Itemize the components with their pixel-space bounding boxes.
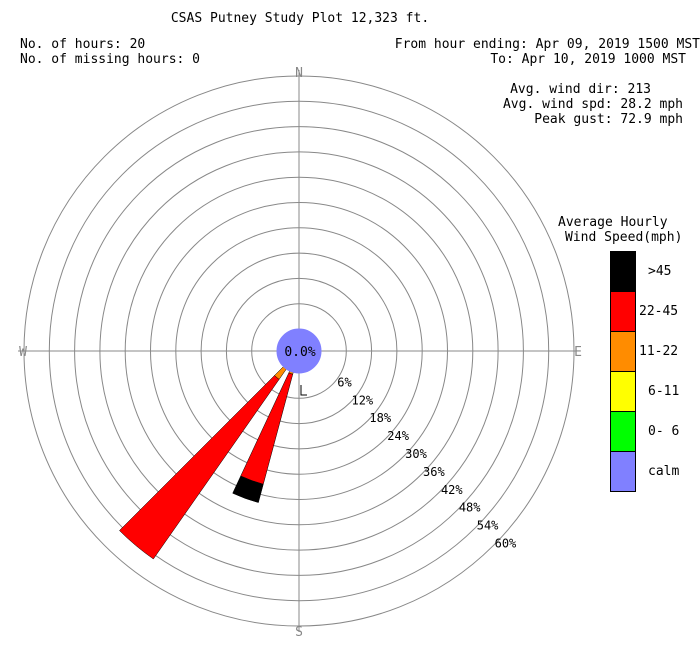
- ring-label-30: 30%: [405, 447, 427, 461]
- ring-30: [150, 202, 448, 500]
- ring-48: [74, 126, 524, 576]
- legend-title-line2: Wind Speed(mph): [565, 230, 683, 245]
- legend-label-4: 6-11: [648, 384, 680, 399]
- legend-label-1: >45: [648, 264, 672, 279]
- ring-12: [225, 277, 373, 425]
- legend-swatch-5: [610, 411, 636, 452]
- legend-swatch-6: [610, 451, 636, 492]
- compass-N: N: [295, 66, 303, 81]
- legend-title-line1: Average Hourly: [558, 215, 668, 230]
- avg-wind-speed: Avg. wind spd: 28.2 mph: [502, 97, 683, 112]
- ring-label-12: 12%: [351, 393, 373, 407]
- compass-W: W: [19, 345, 27, 360]
- ring-6: [251, 303, 347, 399]
- ring-18: [200, 252, 398, 450]
- ring-60: [23, 75, 575, 627]
- ring-label-54: 54%: [477, 519, 499, 533]
- ring-label-42: 42%: [441, 483, 463, 497]
- hours-count: No. of hours: 20: [20, 37, 146, 52]
- ring-36: [124, 176, 474, 526]
- ring-label-24: 24%: [387, 429, 409, 443]
- legend-label-2: 22-45: [639, 304, 679, 319]
- sector-200-45: [232, 475, 264, 503]
- ring-54: [48, 100, 550, 602]
- avg-direction-marker: [300, 385, 307, 396]
- calm-percent-label: 0.0%: [284, 345, 315, 360]
- ring-24: [175, 227, 423, 475]
- avg-wind-dir: Avg. wind dir: 213: [510, 82, 651, 97]
- ring-label-36: 36%: [423, 465, 445, 479]
- legend-label-6: calm: [648, 464, 680, 479]
- ring-label-6: 6%: [337, 375, 352, 389]
- ring-label-60: 60%: [495, 536, 517, 550]
- ring-42: [99, 151, 499, 551]
- peak-gust: Peak gust: 72.9 mph: [534, 112, 683, 127]
- ring-label-18: 18%: [369, 411, 391, 425]
- compass-E: E: [574, 345, 582, 360]
- legend-swatch-3: [610, 331, 636, 372]
- missing-hours: No. of missing hours: 0: [20, 52, 201, 67]
- legend-swatch-1: [610, 251, 636, 292]
- from-hour: From hour ending: Apr 09, 2019 1500 MST: [394, 37, 700, 52]
- legend-swatch-4: [610, 371, 636, 412]
- to-hour: To: Apr 10, 2019 1000 MST: [490, 52, 686, 67]
- legend-swatch-2: [610, 291, 636, 332]
- sector-220-2245: [119, 375, 280, 560]
- compass-S: S: [295, 625, 303, 640]
- calm-circle: [276, 328, 322, 374]
- legend-label-5: 0- 6: [648, 424, 680, 439]
- legend-label-3: 11-22: [639, 344, 679, 359]
- ring-label-48: 48%: [459, 501, 481, 515]
- chart-title: CSAS Putney Study Plot 12,323 ft.: [170, 11, 430, 26]
